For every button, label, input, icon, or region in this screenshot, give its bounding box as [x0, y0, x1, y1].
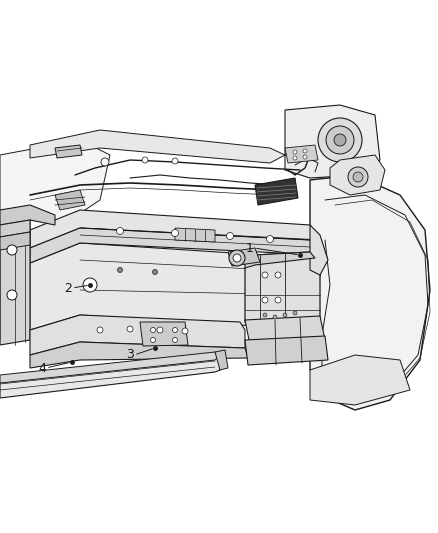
- Circle shape: [101, 158, 109, 166]
- Polygon shape: [30, 228, 320, 263]
- Circle shape: [117, 228, 124, 235]
- Text: 1: 1: [246, 241, 254, 254]
- Circle shape: [83, 278, 97, 292]
- Circle shape: [233, 254, 241, 262]
- Circle shape: [293, 156, 297, 160]
- Circle shape: [303, 155, 307, 159]
- Circle shape: [293, 311, 297, 315]
- Polygon shape: [30, 210, 320, 248]
- Polygon shape: [30, 130, 285, 163]
- Polygon shape: [0, 220, 30, 237]
- Circle shape: [173, 327, 177, 333]
- Polygon shape: [310, 355, 410, 405]
- Polygon shape: [215, 350, 228, 370]
- Polygon shape: [0, 210, 30, 345]
- Text: 2: 2: [64, 281, 72, 295]
- Circle shape: [229, 250, 245, 266]
- Circle shape: [7, 245, 17, 255]
- Circle shape: [172, 230, 179, 237]
- Circle shape: [226, 232, 233, 239]
- Circle shape: [97, 327, 103, 333]
- Polygon shape: [245, 336, 328, 365]
- Circle shape: [117, 268, 123, 272]
- Polygon shape: [0, 205, 55, 225]
- Polygon shape: [30, 243, 320, 330]
- Polygon shape: [245, 252, 320, 335]
- Circle shape: [283, 313, 287, 317]
- Polygon shape: [30, 342, 248, 368]
- Circle shape: [348, 167, 368, 187]
- Circle shape: [275, 272, 281, 278]
- Polygon shape: [245, 316, 325, 345]
- Polygon shape: [285, 145, 318, 163]
- Circle shape: [182, 328, 188, 334]
- Circle shape: [273, 315, 277, 319]
- Circle shape: [157, 327, 163, 333]
- Polygon shape: [330, 155, 385, 195]
- Polygon shape: [55, 190, 85, 210]
- Text: 4: 4: [38, 361, 46, 375]
- Polygon shape: [55, 145, 82, 158]
- Polygon shape: [0, 355, 220, 398]
- Polygon shape: [310, 225, 328, 275]
- Circle shape: [326, 126, 354, 154]
- Circle shape: [263, 313, 267, 317]
- Polygon shape: [228, 248, 260, 266]
- Circle shape: [7, 290, 17, 300]
- Polygon shape: [310, 175, 430, 410]
- Circle shape: [151, 327, 155, 333]
- Polygon shape: [175, 228, 215, 242]
- Circle shape: [262, 272, 268, 278]
- Circle shape: [262, 297, 268, 303]
- Circle shape: [127, 326, 133, 332]
- Circle shape: [152, 270, 158, 274]
- Circle shape: [142, 157, 148, 163]
- Circle shape: [353, 172, 363, 182]
- Circle shape: [172, 158, 178, 164]
- Polygon shape: [0, 140, 110, 220]
- Polygon shape: [245, 252, 315, 268]
- Polygon shape: [255, 178, 298, 205]
- Polygon shape: [0, 232, 30, 250]
- Polygon shape: [0, 352, 220, 383]
- Circle shape: [173, 337, 177, 343]
- Circle shape: [334, 134, 346, 146]
- Circle shape: [151, 337, 155, 343]
- Circle shape: [303, 149, 307, 153]
- Polygon shape: [285, 105, 380, 178]
- Circle shape: [318, 118, 362, 162]
- Circle shape: [266, 236, 273, 243]
- Circle shape: [275, 297, 281, 303]
- Polygon shape: [140, 322, 188, 346]
- Text: 3: 3: [126, 349, 134, 361]
- Circle shape: [293, 150, 297, 154]
- Polygon shape: [30, 315, 245, 355]
